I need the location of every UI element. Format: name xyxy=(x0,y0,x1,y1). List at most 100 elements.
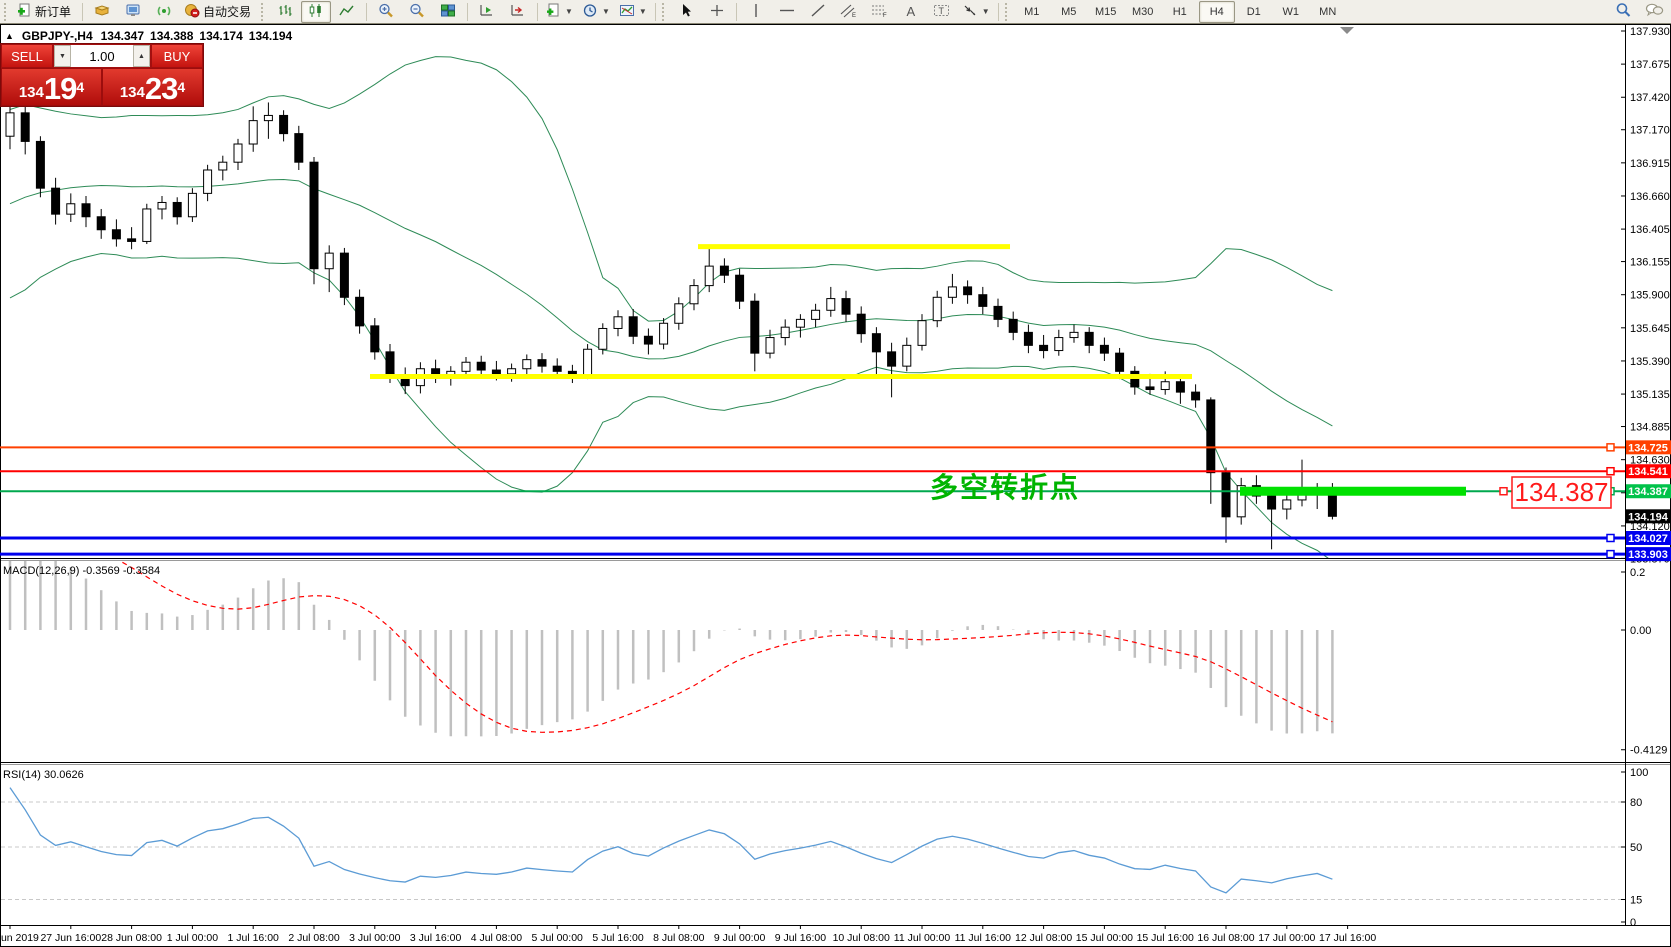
search-button[interactable] xyxy=(1608,1,1638,23)
horizontal-line-button[interactable] xyxy=(772,1,802,23)
toolbar-grip[interactable] xyxy=(4,2,10,21)
chart-background[interactable] xyxy=(0,24,1671,947)
bar-chart-button[interactable] xyxy=(270,1,300,23)
trendline-button[interactable] xyxy=(803,1,833,23)
cursor-icon xyxy=(679,3,693,21)
timeframe-h4-button[interactable]: H4 xyxy=(1198,0,1235,23)
candle-bearish xyxy=(491,369,501,375)
timeframe-m5-button[interactable]: M5 xyxy=(1061,5,1077,18)
candle-bearish xyxy=(628,316,638,337)
new-order-icon xyxy=(17,3,32,21)
terminal-button[interactable] xyxy=(118,1,148,23)
candle-bullish xyxy=(461,361,471,372)
candle-bullish xyxy=(811,309,821,320)
candle-bearish xyxy=(339,252,349,298)
line-anchor[interactable] xyxy=(1606,466,1615,476)
level-tag-label: 134.027 xyxy=(1628,533,1668,545)
auto-trading-button[interactable]: 自动交易 xyxy=(180,1,258,23)
timeframe-m30-button[interactable]: M30 xyxy=(1132,5,1154,18)
community-button[interactable] xyxy=(1639,1,1669,23)
main-pane[interactable] xyxy=(5,56,1337,562)
cursor-button[interactable] xyxy=(671,1,701,23)
candle-bullish xyxy=(263,114,273,122)
price-annotation-box[interactable] xyxy=(1511,476,1612,509)
tile-windows-button[interactable] xyxy=(433,1,463,23)
text-button[interactable]: A xyxy=(896,1,926,23)
timeframe-d1-button[interactable]: D1 xyxy=(1246,5,1261,18)
toolbar-grip[interactable] xyxy=(1004,2,1011,21)
time-axis-label: 2 Jul 08:00 xyxy=(288,932,340,944)
chart-shift-icon xyxy=(510,3,526,21)
volume-increase-button[interactable]: ▲ xyxy=(133,45,150,67)
price-annotation-text: 134.387 xyxy=(1515,477,1609,507)
sell-button[interactable]: SELL xyxy=(1,44,53,68)
tick-up-icon: ▲ xyxy=(5,31,14,41)
time-axis-label: 9 Jul 00:00 xyxy=(714,932,766,944)
separator xyxy=(537,2,539,21)
vertical-line-button[interactable] xyxy=(741,1,771,23)
price-axis-label: 135.135 xyxy=(1630,389,1670,401)
candle-bullish xyxy=(5,112,15,137)
chart-canvas[interactable]: 137.930 137.675 137.420 137.170 136.915 136.6… xyxy=(0,24,1671,947)
quote-close: 134.194 xyxy=(248,29,293,43)
candle-bearish xyxy=(172,201,182,218)
price-axis-label: 137.170 xyxy=(1630,125,1670,137)
time-axis-label: 3 Jul 16:00 xyxy=(410,932,462,944)
candle-bearish xyxy=(1039,344,1049,352)
buy-button[interactable]: BUY xyxy=(151,44,203,68)
new-order-button[interactable]: 新订单 xyxy=(13,1,78,23)
volume-input[interactable] xyxy=(71,45,133,67)
channel-button[interactable]: E xyxy=(834,1,864,23)
new-chart-button[interactable]: ▼ xyxy=(542,1,577,23)
line-chart-button[interactable] xyxy=(332,1,362,23)
price-axis-label: 134.630 xyxy=(1630,455,1670,467)
separator xyxy=(82,2,84,21)
zoom-out-button[interactable] xyxy=(402,1,432,23)
label-button[interactable]: T xyxy=(927,1,957,23)
time-axis-label: 27 Jun 2019 xyxy=(0,932,39,944)
toolbar-grip[interactable] xyxy=(261,2,267,21)
line-anchor[interactable] xyxy=(1606,443,1615,452)
time-axis-label: 17 Jul 16:00 xyxy=(1319,932,1376,944)
candle-bearish xyxy=(887,351,897,367)
macd-axis-label: 0.2 xyxy=(1630,567,1645,579)
candle-bearish xyxy=(1175,381,1185,393)
auto-scroll-button[interactable] xyxy=(472,1,502,23)
volume-decrease-button[interactable]: ▼ xyxy=(54,45,71,67)
buy-price-main: 23 xyxy=(144,71,178,106)
bar-chart-icon xyxy=(277,3,293,21)
toolbar-grip[interactable] xyxy=(661,2,668,21)
search-icon xyxy=(1615,2,1632,21)
profiles-button[interactable]: ▼ xyxy=(578,1,614,23)
candle-bullish xyxy=(142,208,152,242)
strategy-tester-button[interactable] xyxy=(149,1,179,23)
buy-price[interactable]: 134 23 4 xyxy=(103,69,202,105)
crosshair-button[interactable] xyxy=(702,1,732,23)
auto-trading-icon xyxy=(184,3,200,21)
sell-price[interactable]: 134 19 4 xyxy=(2,69,101,105)
macd-axis-label: 0.00 xyxy=(1630,625,1651,637)
timeframe-h1-button[interactable]: H1 xyxy=(1172,5,1187,18)
indicators-button[interactable]: ▼ xyxy=(615,1,651,23)
line-anchor[interactable] xyxy=(1606,549,1615,559)
fibonacci-button[interactable]: F xyxy=(865,1,895,23)
candlestick-chart-button[interactable] xyxy=(301,0,332,23)
candle-bearish xyxy=(993,305,1003,320)
annotation-anchor[interactable] xyxy=(1499,486,1508,496)
timeframe-m1-button[interactable]: M1 xyxy=(1024,5,1040,18)
timeframe-mn-button[interactable]: MN xyxy=(1319,5,1337,18)
green-highlight-bar[interactable] xyxy=(1240,486,1466,496)
timeframe-m15-button[interactable]: M15 xyxy=(1095,5,1117,18)
separator xyxy=(366,2,368,21)
candle-bearish xyxy=(1206,399,1216,474)
line-anchor[interactable] xyxy=(1606,533,1615,543)
market-watch-button[interactable] xyxy=(87,1,117,23)
arrows-button[interactable]: ▼ xyxy=(958,1,994,23)
zoom-in-button[interactable] xyxy=(371,1,401,23)
chart-shift-marker[interactable] xyxy=(1340,27,1354,34)
timeframe-w1-button[interactable]: W1 xyxy=(1282,5,1299,18)
chart-shift-button[interactable] xyxy=(503,1,533,23)
time-axis-label: 1 Jul 16:00 xyxy=(228,932,280,944)
rsi-axis-label: 50 xyxy=(1630,842,1642,854)
candle-bearish xyxy=(81,203,91,218)
